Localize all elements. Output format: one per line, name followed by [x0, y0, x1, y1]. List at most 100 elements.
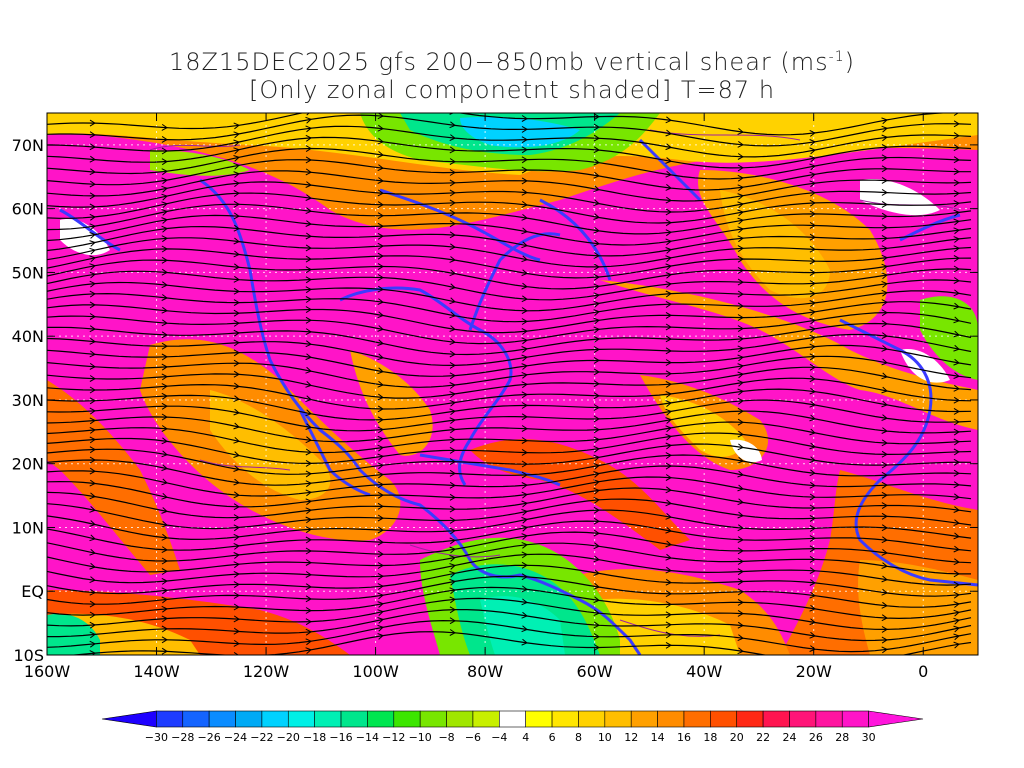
streamline-arrow: [305, 628, 312, 636]
streamline-arrow: [953, 156, 960, 164]
streamline-arrow: [881, 562, 888, 569]
streamline-arrow: [233, 237, 240, 245]
streamline-arrow: [881, 439, 888, 447]
streamline-arrow: [953, 633, 960, 641]
streamline-arrow: [233, 524, 240, 532]
streamline-arrow: [953, 218, 960, 226]
streamline-arrow: [881, 427, 888, 434]
streamline-arrow: [449, 382, 456, 389]
streamline: [47, 487, 972, 519]
streamline: [47, 301, 972, 334]
lat-tick-label: 10N: [12, 518, 44, 537]
streamline-arrow: [953, 113, 959, 116]
streamline-arrow: [521, 425, 528, 432]
streamline-arrow: [377, 380, 384, 388]
streamline-arrow: [233, 503, 240, 511]
streamline-arrow: [881, 299, 888, 307]
streamline-arrow: [161, 342, 168, 350]
streamline-arrow: [953, 458, 960, 466]
streamline-arrow: [449, 350, 456, 358]
streamline-arrow: [233, 603, 240, 611]
streamline-arrow: [161, 135, 168, 143]
streamline-arrow: [233, 212, 240, 220]
streamline-arrow: [161, 596, 168, 604]
streamline-arrow: [377, 526, 384, 534]
streamline-arrow: [953, 289, 960, 297]
streamline-arrow: [89, 621, 96, 629]
streamline-arrow: [89, 600, 96, 608]
streamline-arrow: [161, 123, 168, 131]
streamline-arrow: [233, 533, 240, 541]
streamline-arrow: [809, 245, 816, 253]
streamline-arrow: [809, 535, 816, 542]
streamline-arrow: [809, 269, 816, 277]
streamline-arrow: [449, 446, 456, 454]
streamline-arrow: [665, 631, 672, 639]
streamline-arrow: [89, 588, 96, 596]
colorbar-swatch: [762, 710, 790, 728]
streamline-arrow: [521, 146, 528, 154]
streamline-arrow: [449, 578, 456, 586]
streamline-arrow: [89, 631, 96, 639]
streamline-arrow: [809, 618, 816, 626]
streamline: [47, 355, 972, 388]
streamline-arrow: [161, 306, 168, 314]
streamline-arrow: [377, 481, 384, 489]
streamline-arrow: [665, 621, 672, 629]
streamline: [47, 114, 972, 147]
streamline-arrow: [521, 241, 528, 249]
streamline-arrow: [89, 362, 96, 370]
streamline-arrow: [521, 115, 528, 122]
streamline-arrow: [89, 263, 96, 270]
streamline-arrow: [89, 426, 96, 434]
streamline-arrow: [449, 493, 456, 501]
streamline-arrow: [593, 555, 600, 563]
streamline-arrow: [306, 113, 310, 116]
streamline-arrow: [521, 295, 528, 303]
streamline-arrow: [881, 471, 888, 479]
streamline-arrow: [233, 263, 240, 271]
colorbar-swatch: [287, 710, 315, 728]
streamline-arrow: [665, 247, 672, 254]
streamline: [47, 619, 972, 653]
streamline-arrow: [521, 381, 528, 389]
colorbar: −30 −28 −26 −24 −22 −20 −18 −16 −14 −12 −10 −8 −6 −4 4…: [101, 710, 924, 744]
colorbar-label: −30: [145, 731, 168, 744]
streamline-arrow: [449, 555, 456, 562]
streamline-arrow: [377, 189, 384, 197]
streamline-arrow: [305, 583, 312, 591]
colorbar-swatch: [182, 710, 210, 728]
streamlines: [47, 113, 972, 655]
lon-tick-label: 160W: [24, 662, 71, 681]
streamline-arrow: [593, 479, 600, 486]
streamline-arrow: [737, 430, 744, 438]
streamline-arrow: [953, 448, 960, 456]
streamline-arrow: [305, 232, 312, 240]
streamline-arrow: [953, 481, 960, 489]
streamline-arrow: [449, 527, 456, 535]
streamline: [47, 181, 972, 213]
streamline: [47, 344, 972, 377]
streamline-arrow: [233, 436, 240, 444]
streamline-arrow: [737, 314, 744, 321]
streamline-arrow: [89, 192, 96, 200]
streamline-arrow: [953, 617, 960, 625]
streamline-arrow: [881, 588, 888, 596]
streamline-arrow: [881, 332, 888, 340]
streamline-arrow: [377, 426, 384, 434]
streamline-arrow: [665, 452, 672, 460]
streamline-arrow: [449, 563, 456, 570]
colorbar-swatch: [367, 710, 395, 728]
streamline: [47, 113, 971, 136]
streamline-arrow: [737, 418, 744, 426]
streamline-arrow: [89, 223, 96, 231]
streamline-arrow: [233, 224, 240, 232]
streamline-arrow: [737, 266, 744, 274]
streamline-arrow: [521, 524, 528, 532]
streamline-arrow: [89, 467, 96, 475]
colorbar-label: 12: [624, 731, 638, 744]
streamline-arrow: [161, 546, 168, 554]
streamline: [47, 432, 972, 465]
streamline-arrow: [89, 203, 96, 211]
streamline-arrow: [233, 171, 240, 178]
